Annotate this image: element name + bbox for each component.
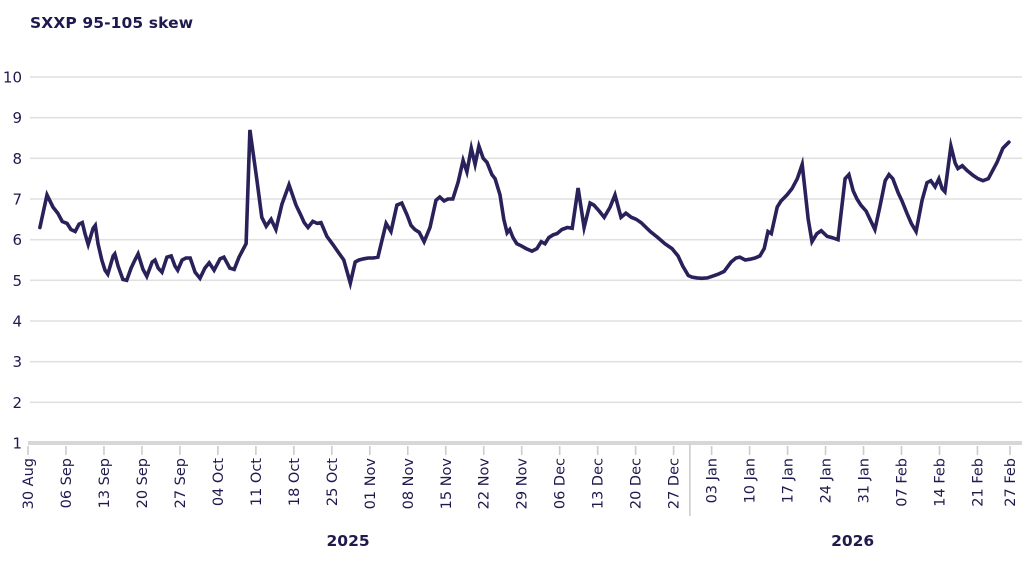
y-tick-label: 5 [12,272,22,290]
y-tick-label: 10 [3,69,22,87]
chart-title: SXXP 95-105 skew [30,14,194,32]
x-tick-label: 31 Jan [857,458,873,503]
x-tick-label: 22 Nov [477,458,493,510]
skew-series-line [38,129,1011,291]
x-tick-label: 03 Jan [705,458,721,503]
x-tick-label: 25 Oct [325,458,341,506]
x-tick-label: 29 Nov [515,458,531,510]
year-label: 2026 [831,532,874,550]
y-tick-label: 9 [12,109,22,127]
x-tick-label: 07 Feb [894,458,910,507]
x-tick-label: 01 Nov [363,458,379,510]
x-tick-label: 18 Oct [287,458,303,506]
x-tick-label: 21 Feb [970,458,986,507]
x-tick-label: 11 Oct [249,458,265,506]
y-tick-label: 7 [12,191,22,209]
x-tick-label: 13 Sep [97,458,113,508]
x-tick-label: 14 Feb [932,458,948,507]
y-tick-label: 1 [12,435,22,453]
x-tick-label: 06 Dec [553,458,569,509]
x-tick-label: 27 Dec [667,458,683,509]
x-tick-label: 27 Feb [1003,458,1019,507]
y-tick-label: 2 [12,394,22,412]
x-tick-label: 06 Sep [59,458,75,508]
y-tick-label: 6 [12,231,22,249]
year-label: 2025 [327,532,370,550]
x-tick-label: 10 Jan [743,458,759,503]
x-tick-label: 15 Nov [439,458,455,510]
x-tick-label: 13 Dec [591,458,607,509]
x-tick-label: 20 Dec [629,458,645,509]
y-tick-label: 3 [12,353,22,371]
x-tick-label: 17 Jan [781,458,797,503]
x-tick-label: 24 Jan [819,458,835,503]
x-tick-label: 20 Sep [135,458,151,508]
x-tick-label: 04 Oct [211,458,227,506]
x-tick-label: 27 Sep [173,458,189,508]
y-tick-label: 4 [12,313,22,331]
x-axis-baseline [28,441,1022,445]
x-tick-label: 30 Aug [21,458,37,509]
y-tick-label: 8 [12,150,22,168]
x-tick-label: 08 Nov [401,458,417,510]
